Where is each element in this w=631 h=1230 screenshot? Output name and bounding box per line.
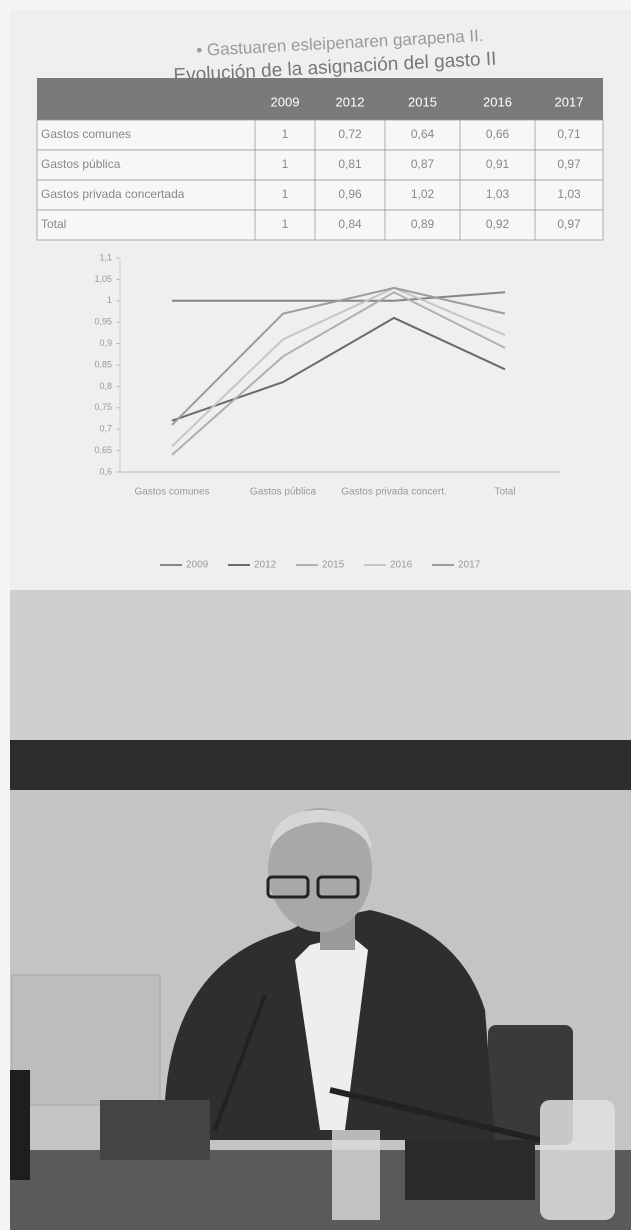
table-header-cell: 2016 bbox=[483, 94, 512, 109]
table-cell: 1 bbox=[282, 187, 289, 201]
table-cell: 0,71 bbox=[557, 127, 581, 141]
glass bbox=[332, 1130, 380, 1220]
x-tick-label: Gastos privada concert. bbox=[341, 487, 447, 498]
y-tick-label: 0,85 bbox=[94, 359, 112, 369]
table-cell: 0,96 bbox=[338, 187, 362, 201]
table-row bbox=[37, 150, 603, 180]
y-tick-label: 0,6 bbox=[99, 466, 112, 476]
table-cell: 0,91 bbox=[486, 157, 510, 171]
table-cell: 0,87 bbox=[411, 157, 435, 171]
table-cell: 0,92 bbox=[486, 217, 510, 231]
table-cell: 0,66 bbox=[486, 127, 510, 141]
table-row-label: Gastos privada concertada bbox=[41, 187, 185, 201]
table-cell: 0,81 bbox=[338, 157, 362, 171]
table-header-cell: 2009 bbox=[271, 94, 300, 109]
table-cell: 1 bbox=[282, 217, 289, 231]
desk bbox=[10, 1150, 631, 1230]
table-cell: 0,97 bbox=[557, 157, 581, 171]
table-row-label: Gastos comunes bbox=[41, 127, 131, 141]
legend-label: 2009 bbox=[186, 560, 209, 571]
x-tick-label: Gastos comunes bbox=[134, 487, 209, 498]
wall-upper bbox=[10, 590, 631, 740]
y-tick-label: 0,65 bbox=[94, 445, 112, 455]
table-cell: 1,02 bbox=[411, 187, 435, 201]
table-cell: 0,84 bbox=[338, 217, 362, 231]
table-cell: 0,64 bbox=[411, 127, 435, 141]
table-cell: 1 bbox=[282, 127, 289, 141]
legend-label: 2015 bbox=[322, 560, 345, 571]
legend-label: 2012 bbox=[254, 560, 277, 571]
y-tick-label: 0,9 bbox=[99, 338, 112, 348]
table-cell: 0,97 bbox=[557, 217, 581, 231]
pitcher bbox=[540, 1100, 615, 1220]
legend-label: 2017 bbox=[458, 560, 481, 571]
table-header-cell: 2017 bbox=[555, 94, 584, 109]
y-tick-label: 0,7 bbox=[99, 424, 112, 434]
table-cell: 1,03 bbox=[557, 187, 581, 201]
y-tick-label: 0,75 bbox=[94, 402, 112, 412]
table-cell: 1,03 bbox=[486, 187, 510, 201]
legend-label: 2016 bbox=[390, 560, 413, 571]
table-cell: 0,72 bbox=[338, 127, 362, 141]
y-tick-label: 1,1 bbox=[99, 252, 112, 262]
table-header-cell: 2015 bbox=[408, 94, 437, 109]
photo: • Gastuaren esleipenaren garapena II. Ev… bbox=[0, 0, 631, 1230]
table-cell: 1 bbox=[282, 157, 289, 171]
y-tick-label: 0,95 bbox=[94, 317, 112, 327]
table-row bbox=[37, 210, 603, 240]
table-row-label: Gastos pública bbox=[41, 157, 121, 171]
data-table: 2009 2012 2015 2016 2017 Gastos comunes 1 0,72 0… bbox=[37, 78, 603, 240]
table-cell: 0,89 bbox=[411, 217, 435, 231]
laptop bbox=[10, 1070, 30, 1180]
desk-phone bbox=[405, 1140, 535, 1200]
y-tick-label: 1 bbox=[107, 295, 112, 305]
y-tick-label: 0,8 bbox=[99, 381, 112, 391]
desk-device bbox=[100, 1100, 210, 1160]
screen-frame bbox=[10, 740, 631, 790]
table-header-bg bbox=[37, 78, 603, 120]
y-tick-label: 1,05 bbox=[94, 274, 112, 284]
x-tick-label: Gastos pública bbox=[250, 487, 317, 498]
table-row-label: Total bbox=[41, 217, 66, 231]
x-tick-label: Total bbox=[494, 487, 515, 498]
table-header-cell: 2012 bbox=[336, 94, 365, 109]
wall-panel bbox=[12, 975, 160, 1105]
